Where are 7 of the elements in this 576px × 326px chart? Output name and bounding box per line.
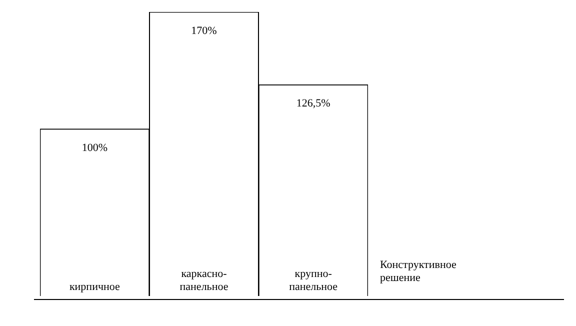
x-axis-title: Конструктивное решение [380, 259, 456, 284]
data-label: 170% [191, 25, 217, 37]
x-tick-label: крупно-панельное [289, 268, 338, 293]
x-tick-label: кирпичное [69, 281, 120, 293]
x-tick-label: каркасно-панельное [180, 268, 228, 293]
data-label: 100% [82, 142, 108, 154]
data-label: 126,5% [296, 98, 330, 110]
